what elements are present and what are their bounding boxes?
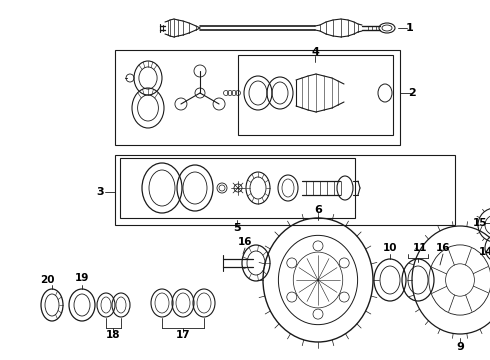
Text: 3: 3 — [96, 187, 104, 197]
Text: 1: 1 — [406, 23, 414, 33]
Bar — [238, 55, 393, 135]
Text: 15: 15 — [473, 218, 487, 228]
Bar — [115, 50, 400, 145]
Text: 2: 2 — [408, 88, 416, 98]
Bar — [115, 155, 455, 225]
Bar — [120, 158, 355, 218]
Text: 5: 5 — [233, 223, 241, 233]
Text: 18: 18 — [106, 330, 120, 340]
Text: 9: 9 — [456, 342, 464, 352]
Text: 17: 17 — [176, 330, 190, 340]
Text: 11: 11 — [413, 243, 427, 253]
Text: 6: 6 — [314, 205, 322, 215]
Text: 19: 19 — [75, 273, 89, 283]
Text: 4: 4 — [311, 47, 319, 57]
Text: 16: 16 — [238, 237, 252, 247]
Text: 20: 20 — [40, 275, 54, 285]
Text: 10: 10 — [383, 243, 397, 253]
Text: 14: 14 — [479, 247, 490, 257]
Text: 16: 16 — [436, 243, 450, 253]
